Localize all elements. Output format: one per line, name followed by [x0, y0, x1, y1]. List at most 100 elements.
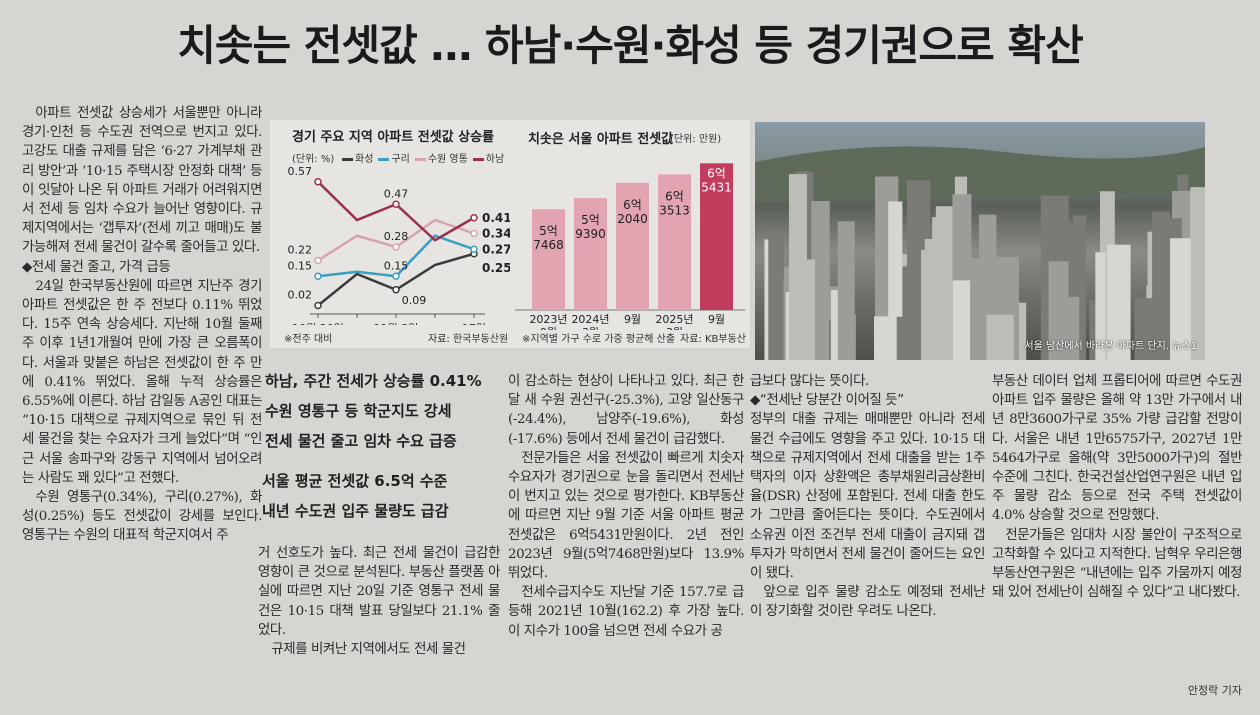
bar-label: 2040 — [617, 212, 648, 226]
x-tick-label: 9월 — [624, 313, 641, 326]
subheadline-1: 하남, 주간 전세가 상승률 0.41% 수원 영통구 등 학군지도 강세 전세… — [265, 366, 482, 456]
building — [952, 280, 971, 360]
legend-item: 구리 — [378, 154, 410, 165]
legend-item: 하남 — [472, 154, 504, 165]
paragraph: 전세수급지수도 지난달 기준 157.7로 급등해 2021년 10월(162.… — [508, 585, 744, 639]
paragraph: 규제를 비켜난 지역에서도 전세 물건 — [271, 642, 466, 658]
data-point — [470, 214, 478, 222]
bar-label: 7468 — [533, 238, 564, 252]
paragraph: 부동산 데이터 업체 프롭티어에 따르면 수도권 아파트 입주 물량은 올해 약… — [992, 374, 1242, 524]
bar — [616, 182, 649, 310]
data-label: 0.34 — [482, 227, 510, 241]
building — [1166, 238, 1191, 360]
paragraph: 전문가들은 임대차 시장 불안이 구조적으로 고착화할 수 있다고 지적한다. … — [992, 527, 1242, 601]
paragraph: 급보다 많다는 뜻이다. — [750, 374, 869, 389]
x-tick-label: 2023년 — [529, 313, 567, 326]
bar-label: 9390 — [575, 227, 606, 241]
bar-chart-note: ※지역별 가구 수로 가중 평균해 산출 — [522, 334, 676, 345]
building — [811, 201, 830, 360]
subheadline-line: 내년 수도권 입주 물량도 급감 — [262, 502, 449, 520]
bar — [700, 163, 733, 310]
building — [1095, 252, 1106, 360]
mountain — [755, 146, 1205, 202]
x-tick-label: 3월 — [582, 326, 599, 330]
x-tick-label: 3월 — [666, 326, 683, 330]
data-label: 0.41 — [482, 211, 510, 225]
bar-label: 3513 — [659, 203, 690, 217]
bar-chart: 5억74682023년9월5억93902024년3월6억20409월6억3513… — [515, 163, 745, 330]
line-chart-source: 자료: 한국부동산원 — [428, 334, 509, 345]
paragraph: 앞으로 입주 물량 감소도 예정돼 전세난이 장기화할 것이란 우려도 나온다. — [750, 585, 985, 620]
legend-label: 화성 — [355, 154, 374, 165]
bar-label: 5억 — [581, 213, 600, 227]
paragraph: 수원 영통구(0.34%), 구리(0.27%), 화성(0.25%) 등도 전… — [22, 490, 262, 544]
data-label: 0.02 — [288, 289, 313, 302]
article-column-2: 거 선호도가 높다. 최근 전세 물건이 급감한 영향이 큰 것으로 분석된다.… — [258, 544, 500, 659]
photo-caption: 서울 남산에서 바라본 아파트 단지. 뉴스1 — [1024, 341, 1197, 352]
apartment-photo: 서울 남산에서 바라본 아파트 단지. 뉴스1 — [755, 122, 1205, 360]
legend-item: 화성 — [342, 154, 373, 165]
bar — [574, 198, 607, 310]
section-heading: ◆“전세난 당분간 이어질 듯” — [750, 393, 904, 409]
legend-label: 수원 영통 — [427, 154, 468, 165]
data-point — [314, 256, 322, 265]
data-point — [314, 301, 322, 310]
bar — [658, 174, 691, 310]
line-chart: 10월 20일 11월 3일 17일 0.02 0.09 0.25 0.15 0.15 0.27… — [288, 165, 511, 325]
building — [788, 174, 807, 360]
subheadline-2: 서울 평균 전셋값 6.5억 수준 내년 수도권 입주 물량도 급감 — [262, 466, 449, 526]
data-label: 0.25 — [482, 261, 510, 275]
building — [1190, 187, 1205, 360]
legend-swatch — [342, 157, 353, 161]
subheadline-line: 서울 평균 전셋값 6.5억 수준 — [262, 472, 448, 490]
article-column-5: 부동산 데이터 업체 프롭티어에 따르면 수도권 아파트 입주 물량은 올해 약… — [992, 372, 1242, 602]
building — [921, 249, 932, 360]
article-column-1: 아파트 전셋값 상승세가 서울뿐만 아니라 경기·인천 등 수도권 전역으로 번… — [22, 104, 262, 546]
line-chart-unit: (단위: %) — [292, 154, 335, 165]
building — [1051, 296, 1080, 360]
legend-swatch — [414, 157, 426, 161]
city-skyline-image — [755, 146, 1205, 360]
x-tick-label: 9월 — [540, 326, 557, 330]
x-tick-label: 17일 — [462, 321, 486, 325]
bar-label: 6억 — [707, 166, 726, 180]
building — [837, 221, 855, 360]
building — [986, 314, 1014, 360]
bar-label: 5억 — [539, 224, 558, 238]
infographic: 경기 주요 지역 아파트 전셋값 상승률 (단위: %) 화성 구리 수원 영통 하남… — [270, 120, 750, 348]
paragraph: 24일 한국부동산원에 따르면 지난주 경기 아파트 전셋값은 한 주 전보다 … — [22, 278, 262, 486]
line-chart-title: 경기 주요 지역 아파트 전셋값 상승률 — [292, 130, 495, 145]
data-point — [470, 245, 478, 253]
building — [900, 266, 912, 360]
data-point — [392, 243, 400, 251]
paragraph: 정부의 대출 규제는 매매뿐만 아니라 전세 물건 수급에도 영향을 주고 있다… — [750, 412, 985, 582]
building — [970, 257, 983, 360]
article-column-3: 이 감소하는 현상이 나타나고 있다. 최근 한 달 새 수원 권선구(-25.… — [508, 372, 744, 641]
legend-item: 수원 영통 — [414, 154, 468, 165]
legend-label: 구리 — [391, 154, 410, 165]
byline: 안정락 기자 — [1183, 682, 1242, 698]
bar-chart-unit: (단위: 만원) — [670, 134, 722, 145]
data-label: 0.57 — [288, 165, 313, 178]
bar-label: 5431 — [701, 180, 732, 194]
x-tick-label: 11월 3일 — [374, 321, 419, 325]
paragraph: 이 감소하는 현상이 나타나고 있다. 최근 한 달 새 수원 권선구(-25.… — [508, 374, 744, 447]
legend-swatch — [378, 157, 390, 161]
data-point — [470, 229, 478, 238]
bar-chart-source: 자료: KB부동산 — [680, 334, 746, 345]
bar-label: 6억 — [665, 189, 684, 203]
data-label: 0.22 — [288, 244, 313, 257]
building — [896, 316, 917, 360]
x-tick-label: 9월 — [708, 313, 725, 326]
bar-chart-title: 치솟은 서울 아파트 전셋값 — [528, 132, 674, 147]
paragraph: 전문가들은 서울 전셋값이 빠르게 치솟자 수요자가 경기권으로 눈을 돌리면서… — [508, 450, 744, 582]
legend-swatch — [472, 157, 484, 161]
paragraph: 거 선호도가 높다. 최근 전세 물건이 급감한 영향이 큰 것으로 분석된다.… — [258, 546, 500, 638]
data-label: 0.15 — [288, 259, 313, 272]
data-point — [392, 272, 400, 280]
data-label: 0.15 — [384, 259, 409, 272]
article-column-4: 급보다 많다는 뜻이다. ◆“전세난 당분간 이어질 듯” 정부의 대출 규제는 매… — [750, 372, 985, 622]
x-tick-label: 2025년 — [655, 313, 693, 326]
data-label: 0.28 — [384, 230, 409, 243]
data-label: 0.27 — [482, 242, 510, 256]
